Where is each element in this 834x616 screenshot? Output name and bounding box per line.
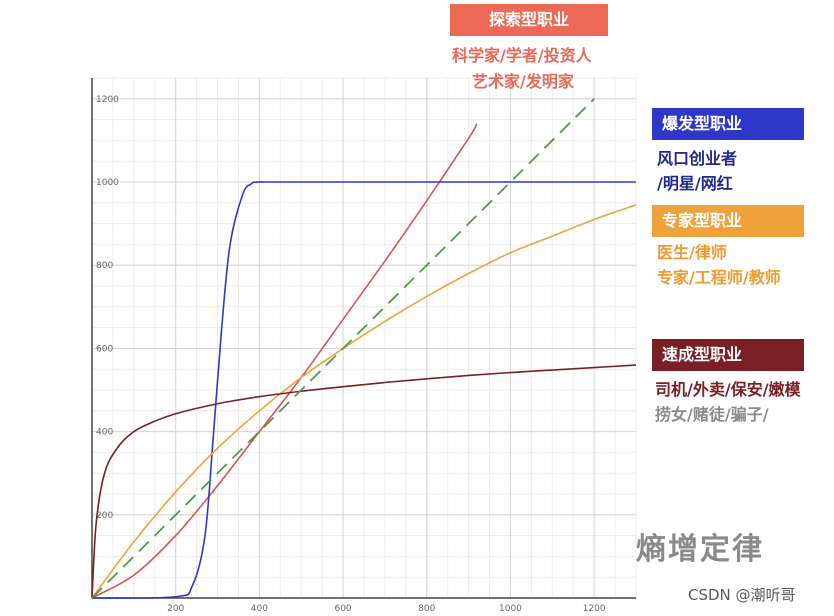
explore-title: 探索型职业 xyxy=(450,4,608,36)
axes xyxy=(91,78,636,599)
y-tick-label: 200 xyxy=(96,511,113,521)
x-tick-label: 400 xyxy=(251,604,268,614)
x-tick-label: 200 xyxy=(167,604,184,614)
x-tick-label: 600 xyxy=(334,604,351,614)
fast-title: 速成型职业 xyxy=(652,339,804,371)
y-tick-label: 600 xyxy=(96,344,113,354)
x-tick-label: 800 xyxy=(418,604,435,614)
explore-line2: 艺术家/发明家 xyxy=(472,72,574,91)
watermark-title: 熵增定律 xyxy=(636,532,764,567)
burst-line2: /明星/网红 xyxy=(657,174,733,193)
burst-line1: 风口创业者 xyxy=(657,149,738,168)
y-tick-label: 400 xyxy=(96,428,113,438)
fast-line2: 捞女/赌徒/骗子/ xyxy=(655,405,769,424)
y-tick-label: 1000 xyxy=(96,178,119,188)
expert-line1: 医生/律师 xyxy=(657,243,727,262)
x-tick-label: 1200 xyxy=(583,604,606,614)
explore-line1: 科学家/学者/投资人 xyxy=(452,46,592,65)
grid-minor xyxy=(91,77,637,599)
explore-curve xyxy=(91,123,478,599)
fast-curve xyxy=(91,364,637,599)
expert-line2: 专家/工程师/教师 xyxy=(657,268,781,287)
x-tick-label: 1000 xyxy=(499,604,522,614)
burst-title: 爆发型职业 xyxy=(652,108,804,140)
grid-major xyxy=(92,78,636,598)
reference-diagonal-line xyxy=(91,98,595,599)
y-tick-label: 800 xyxy=(96,261,113,271)
y-tick-label: 1200 xyxy=(96,95,119,105)
tick-labels: 200 400 600 800 1000 1200 200 400 600 800 1000 1200 xyxy=(96,95,606,614)
credit-text: CSDN @潮听哥 xyxy=(688,586,796,604)
expert-title: 专家型职业 xyxy=(652,205,804,237)
series-lines xyxy=(91,98,637,599)
fast-line1: 司机/外卖/保安/嫩模 xyxy=(655,380,801,399)
expert-curve xyxy=(91,204,637,599)
burst-curve xyxy=(91,181,637,599)
